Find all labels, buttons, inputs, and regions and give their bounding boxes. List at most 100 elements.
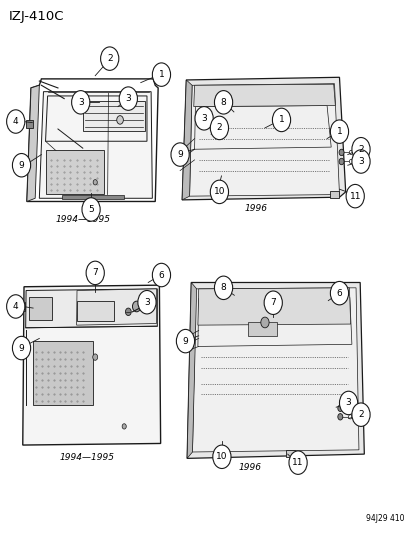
Text: 1996: 1996 [238,463,261,472]
Text: 6: 6 [158,271,164,279]
Circle shape [125,308,131,316]
Text: 2: 2 [357,410,363,419]
FancyBboxPatch shape [29,297,52,320]
FancyBboxPatch shape [330,191,339,198]
Circle shape [348,406,351,410]
Polygon shape [187,282,363,458]
Text: 11: 11 [349,192,360,200]
FancyBboxPatch shape [26,120,33,128]
Circle shape [138,290,156,314]
Circle shape [116,116,123,124]
Text: 5: 5 [88,205,94,214]
Circle shape [338,158,343,165]
Circle shape [351,403,369,426]
Circle shape [339,391,357,415]
Circle shape [351,150,369,173]
Circle shape [349,150,352,155]
Text: 3: 3 [345,399,351,407]
Circle shape [7,110,25,133]
Text: 11: 11 [292,458,303,467]
Circle shape [337,405,342,411]
Circle shape [272,108,290,132]
Circle shape [213,128,217,133]
Text: 4: 4 [13,117,19,126]
Circle shape [345,184,363,208]
Text: 10: 10 [213,188,225,196]
Circle shape [209,119,214,126]
Text: IZJ-410C: IZJ-410C [9,10,64,22]
Circle shape [122,424,126,429]
Circle shape [210,116,228,140]
Circle shape [93,180,97,185]
Circle shape [171,143,189,166]
Circle shape [349,159,352,164]
Text: 1: 1 [158,70,164,79]
Polygon shape [182,77,345,200]
Text: 8: 8 [220,284,226,292]
Circle shape [338,149,343,156]
Text: 1996: 1996 [244,204,267,213]
Circle shape [260,317,268,328]
Polygon shape [26,289,157,328]
Text: 1: 1 [278,116,284,124]
Polygon shape [27,85,39,201]
Polygon shape [23,285,160,445]
FancyBboxPatch shape [46,150,104,194]
Circle shape [93,354,97,360]
FancyBboxPatch shape [285,450,294,457]
Polygon shape [197,288,350,325]
Circle shape [152,263,170,287]
Polygon shape [193,84,335,107]
Polygon shape [182,80,192,200]
Polygon shape [187,282,196,458]
Circle shape [214,91,232,114]
Circle shape [288,451,306,474]
Circle shape [212,445,230,469]
Polygon shape [76,289,156,325]
Circle shape [7,295,25,318]
Text: 10: 10 [216,453,227,461]
Text: 9: 9 [182,337,188,345]
Text: 1: 1 [336,127,342,136]
Circle shape [214,276,232,300]
Circle shape [351,138,369,161]
FancyBboxPatch shape [248,322,277,336]
Text: 9: 9 [19,161,24,169]
Circle shape [12,336,31,360]
Circle shape [12,154,31,177]
Text: 4: 4 [13,302,19,311]
Text: 7: 7 [270,298,275,307]
FancyBboxPatch shape [76,301,114,321]
Circle shape [330,120,348,143]
FancyBboxPatch shape [33,341,93,405]
Circle shape [337,414,342,420]
Text: 9: 9 [19,344,24,352]
Text: 3: 3 [201,114,206,123]
Text: 94J29 410: 94J29 410 [366,514,404,523]
FancyBboxPatch shape [20,302,25,311]
Polygon shape [83,101,145,131]
Text: 7: 7 [92,269,98,277]
Text: 3: 3 [125,94,131,103]
Circle shape [86,261,104,285]
Text: 3: 3 [144,298,150,306]
Text: 6: 6 [336,289,342,297]
Polygon shape [189,84,339,196]
Polygon shape [39,92,152,198]
Polygon shape [192,288,358,452]
Text: 8: 8 [220,98,226,107]
Text: 3: 3 [78,98,83,107]
Circle shape [71,91,90,114]
Text: 3: 3 [357,157,363,166]
Circle shape [132,301,140,312]
Circle shape [152,63,170,86]
Text: 2: 2 [216,124,222,132]
Circle shape [82,198,100,221]
Text: 1994—1995: 1994—1995 [59,453,114,462]
Circle shape [330,281,348,305]
Circle shape [263,291,282,314]
Text: 1994—1995: 1994—1995 [55,215,110,224]
FancyBboxPatch shape [62,195,124,199]
Text: 2: 2 [357,145,363,154]
Circle shape [195,107,213,130]
